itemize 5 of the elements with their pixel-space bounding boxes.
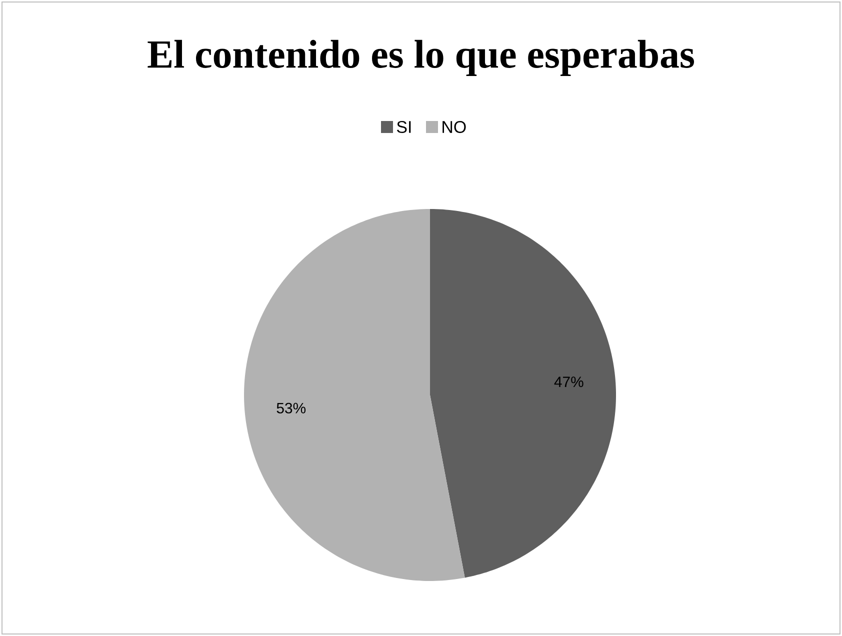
legend-label: SI bbox=[396, 120, 411, 133]
legend-label: NO bbox=[442, 120, 466, 133]
chart-title: El contenido es lo que esperabas bbox=[148, 40, 694, 76]
data-label: 53% bbox=[276, 402, 306, 414]
data-label: 47% bbox=[554, 376, 584, 388]
